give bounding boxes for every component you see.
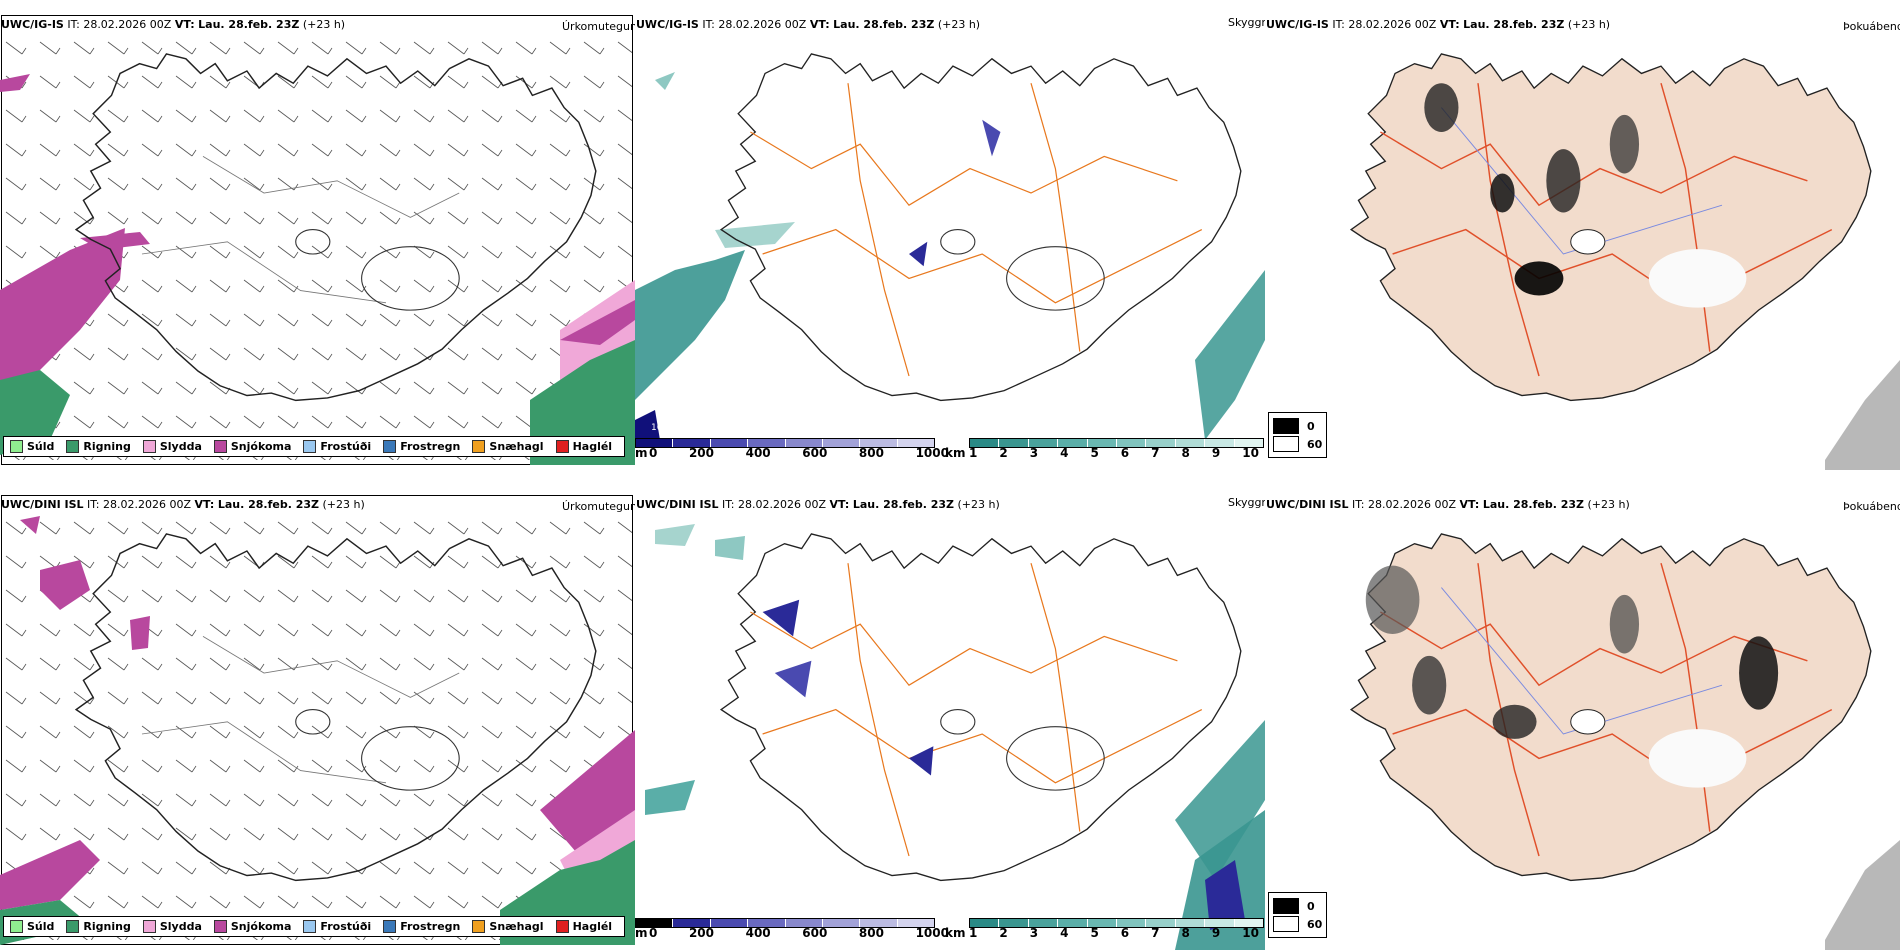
height-colorbar-labels: 0 200 400 600 800 1000	[649, 926, 949, 940]
legend-item-haglel: Haglél	[555, 920, 612, 933]
visibility-panel-row2: UWC/DINI ISL IT: 28.02.2026 00Z VT: Lau.…	[635, 480, 1265, 950]
precip-map	[0, 516, 635, 945]
panel-header: UWC/IG-IS IT: 28.02.2026 00Z VT: Lau. 28…	[636, 18, 981, 31]
legend-item-rigning: Rigning	[66, 440, 131, 453]
panel-header: UWC/DINI ISL IT: 28.02.2026 00Z VT: Lau.…	[1, 498, 365, 511]
panel-title: Skyggni	[1228, 16, 1265, 29]
fog-panel-row1: UWC/IG-IS IT: 28.02.2026 00Z VT: Lau. 28…	[1265, 0, 1900, 470]
visibility-colorbar	[969, 438, 1264, 448]
precip-legend: Súld Rigning Slydda Snjókoma Frostúði Fr…	[3, 436, 626, 457]
fog-legend-row: 0	[1273, 898, 1322, 914]
height-value-label: 106	[651, 423, 668, 433]
visibility-colorbar	[969, 918, 1264, 928]
fog-legend-row: 0	[1273, 418, 1322, 434]
visibility-colorbar-labels: 1 2 3 4 5 6 7 8 9 10	[969, 446, 1259, 460]
legend-item-snaehagl: Snæhagl	[472, 440, 544, 453]
panel-header: UWC/DINI ISL IT: 28.02.2026 00Z VT: Lau.…	[1266, 498, 1630, 511]
fog-legend-row: 60	[1273, 436, 1322, 452]
fog-legend: 0 60	[1268, 412, 1328, 458]
visibility-map: 106	[635, 53, 1265, 445]
fog-legend-row: 60	[1273, 916, 1322, 932]
legend-item-slydda: Slydda	[142, 920, 202, 933]
fog-panel-row2: UWC/DINI ISL IT: 28.02.2026 00Z VT: Lau.…	[1265, 480, 1900, 950]
visibility-panel-row1: UWC/IG-IS IT: 28.02.2026 00Z VT: Lau. 28…	[635, 0, 1265, 470]
height-colorbar	[635, 438, 935, 448]
precip-type-panel-row2: UWC/DINI ISL IT: 28.02.2026 00Z VT: Lau.…	[0, 480, 635, 950]
fog-map	[1350, 53, 1900, 470]
legend-item-frostregn: Frostregn	[383, 440, 460, 453]
legend-item-frostudi: Frostúði	[303, 440, 371, 453]
precip-map	[0, 40, 635, 465]
legend-item-slydda: Slydda	[142, 440, 202, 453]
panel-title: Skyggni	[1228, 496, 1265, 509]
panel-title: Úrkomutegund	[562, 500, 635, 513]
legend-item-sudl: Súld	[10, 920, 54, 933]
panel-header: UWC/IG-IS IT: 28.02.2026 00Z VT: Lau. 28…	[1266, 18, 1611, 31]
legend-item-snjokoma: Snjókoma	[213, 440, 291, 453]
legend-item-sudl: Súld	[10, 440, 54, 453]
visibility-colorbar-labels: 1 2 3 4 5 6 7 8 9 10	[969, 926, 1259, 940]
visibility-colorbar-unit: km	[945, 926, 966, 940]
height-colorbar-unit: m	[635, 926, 648, 940]
legend-item-haglel: Haglél	[555, 440, 612, 453]
precip-legend: Súld Rigning Slydda Snjókoma Frostúði Fr…	[3, 916, 626, 937]
height-colorbar-labels: 0 200 400 600 800 1000	[649, 446, 949, 460]
visibility-colorbar-unit: km	[945, 446, 966, 460]
legend-item-snaehagl: Snæhagl	[472, 920, 544, 933]
height-colorbar-unit: m	[635, 446, 648, 460]
panel-header: UWC/DINI ISL IT: 28.02.2026 00Z VT: Lau.…	[636, 498, 1000, 511]
height-colorbar	[635, 918, 935, 928]
visibility-map	[645, 524, 1265, 950]
precip-type-panel-row1: UWC/IG-IS IT: 28.02.2026 00Z VT: Lau. 28…	[0, 0, 635, 470]
legend-item-frostudi: Frostúði	[303, 920, 371, 933]
panel-title: Úrkomutegund	[562, 20, 635, 33]
panel-title: Þokuábendi	[1843, 20, 1900, 33]
fog-map	[1350, 533, 1900, 950]
panel-header: UWC/IG-IS IT: 28.02.2026 00Z VT: Lau. 28…	[1, 18, 346, 31]
fog-legend: 0 60	[1268, 892, 1328, 938]
legend-item-frostregn: Frostregn	[383, 920, 460, 933]
panel-title: Þokuábendi	[1843, 500, 1900, 513]
legend-item-rigning: Rigning	[66, 920, 131, 933]
legend-item-snjokoma: Snjókoma	[213, 920, 291, 933]
